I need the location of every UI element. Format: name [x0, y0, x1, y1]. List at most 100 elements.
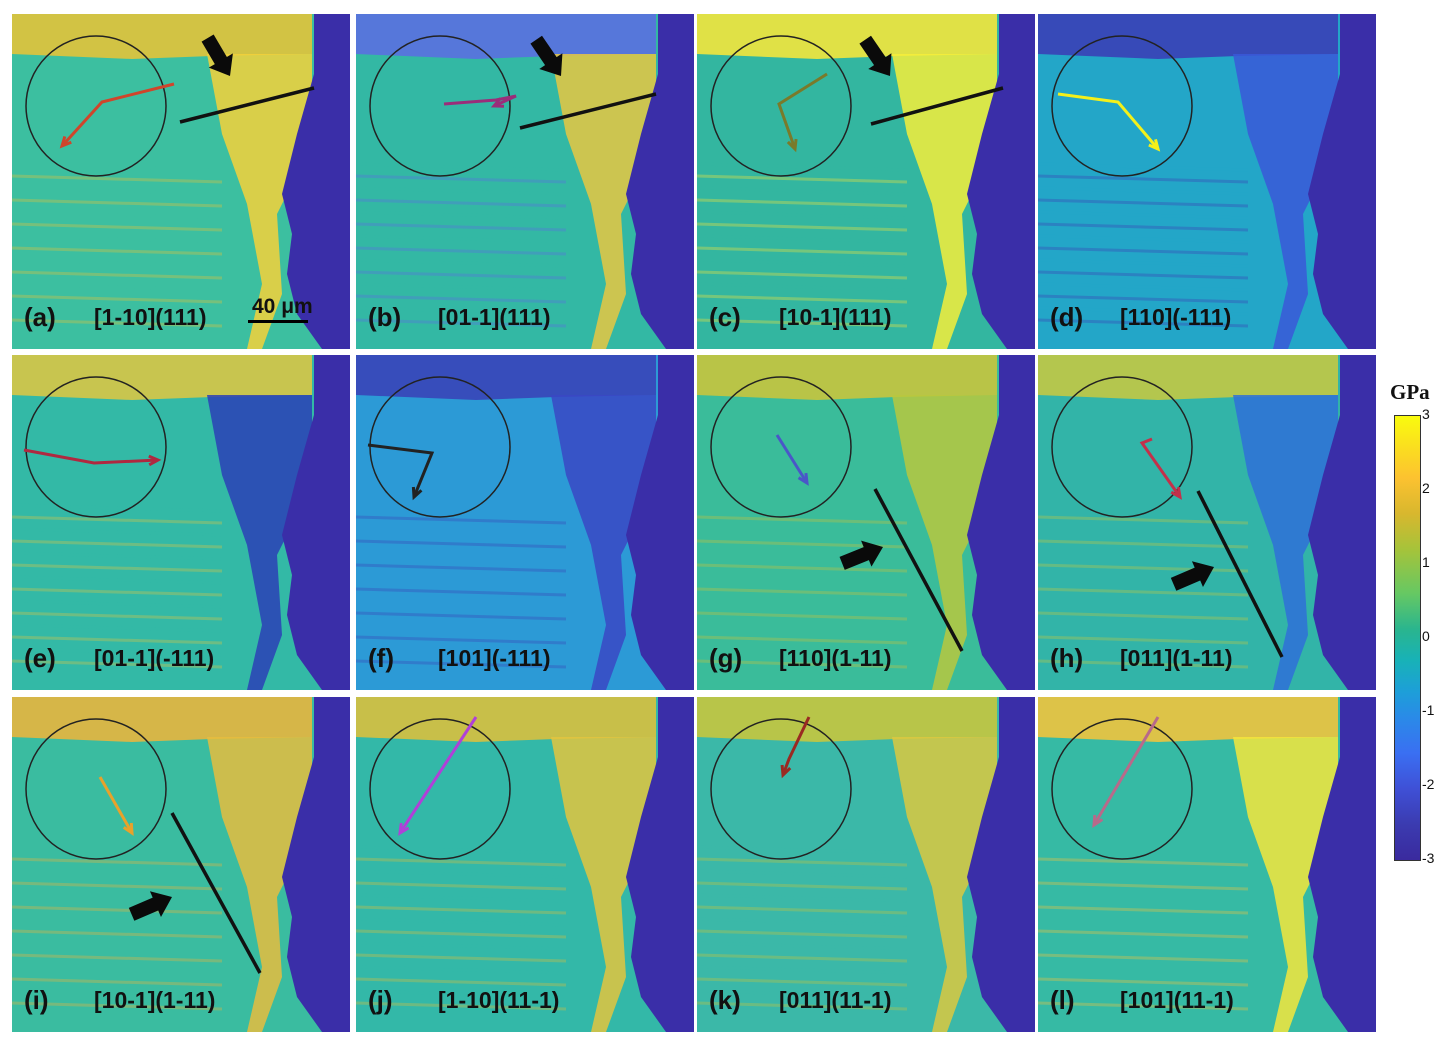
texture-stripe [1038, 246, 1249, 256]
texture-stripe [12, 282, 223, 292]
texture-stripe [356, 575, 567, 585]
slip-system-label: [110](1-11) [779, 645, 892, 671]
texture-stripe [356, 893, 567, 903]
panel-letter: (f) [368, 643, 394, 673]
substrate-region [282, 697, 350, 1032]
boundary-band [892, 54, 997, 349]
texture-stripe [12, 222, 223, 232]
texture-stripe [356, 953, 567, 963]
texture-stripe [12, 174, 223, 184]
texture-stripe [697, 222, 908, 232]
texture-stripe [12, 1001, 223, 1011]
texture-stripe [356, 306, 567, 316]
texture-stripe [697, 527, 908, 537]
analysis-circle [710, 376, 852, 518]
colorbar-tick: 1 [1422, 554, 1430, 570]
texture-stripe [12, 929, 223, 939]
texture-stripe [697, 857, 908, 867]
texture-stripe [356, 198, 567, 208]
texture-stripe [356, 246, 567, 256]
panel-letter: (e) [24, 643, 56, 673]
slip-system-label: [110](-111) [1120, 304, 1232, 330]
texture-stripe [356, 623, 567, 633]
texture-stripe [1038, 977, 1249, 987]
texture-stripe [1038, 905, 1249, 915]
texture-stripe [12, 294, 223, 304]
slip-system-label: [011](1-11) [1120, 645, 1233, 671]
texture-stripe [697, 318, 908, 328]
texture-stripe [697, 635, 908, 645]
texture-stripe [697, 162, 908, 172]
panel-letter: (h) [1050, 643, 1084, 673]
panel-letter: (a) [24, 302, 56, 332]
texture-stripe [12, 977, 223, 987]
slip-arrowhead [411, 486, 423, 501]
texture-stripe [697, 989, 908, 999]
slip-trace-line [179, 86, 315, 124]
texture-stripe [12, 989, 223, 999]
texture-stripe [697, 599, 908, 609]
texture-stripe [356, 318, 567, 328]
slip-arrowhead [59, 135, 72, 149]
upper-grain [356, 355, 656, 400]
slip-system-label: [011](11-1) [779, 987, 892, 1013]
panel-letter: (i) [24, 985, 49, 1015]
colorbar-gradient [1394, 415, 1421, 861]
texture-stripe [12, 551, 223, 561]
colorbar-tick: -3 [1422, 850, 1435, 866]
slip-arrowhead [490, 97, 505, 108]
boundary-band [207, 54, 312, 349]
colorbar: GPa 3 2 1 0 -1 -2 -3 [1384, 380, 1447, 880]
panel-letter: (g) [709, 643, 743, 673]
upper-grain [356, 14, 656, 59]
texture-stripe [1038, 965, 1249, 975]
texture-stripe [697, 893, 908, 903]
slip-direction-arrow [443, 94, 517, 108]
texture-stripe [12, 270, 223, 280]
texture-stripe [356, 977, 567, 987]
texture-stripe [356, 635, 567, 645]
boundary-band [207, 395, 312, 690]
texture-stripe [356, 1001, 567, 1011]
texture-stripe [697, 929, 908, 939]
texture-stripe [1038, 869, 1249, 879]
texture-stripe [12, 210, 223, 220]
texture-stripe [697, 845, 908, 855]
texture-stripe [356, 869, 567, 879]
slip-direction-arrow [777, 72, 828, 150]
strain-map-panel: (b) [01-1](111) [356, 14, 694, 349]
texture-stripe [1038, 953, 1249, 963]
substrate-region [1308, 14, 1376, 349]
slip-arrowhead [797, 472, 809, 486]
texture-stripe [356, 186, 567, 196]
texture-stripe [697, 647, 908, 657]
upper-grain [1038, 355, 1338, 400]
boundary-band [551, 54, 656, 349]
texture-stripe [1038, 527, 1249, 537]
strain-map [356, 355, 694, 690]
upper-grain [1038, 14, 1338, 59]
texture-stripe [697, 270, 908, 280]
texture-stripe [1038, 210, 1249, 220]
texture-stripe [697, 246, 908, 256]
slip-system-label: [10-1](111) [779, 304, 892, 330]
strain-map-panel: (k) [011](11-1) [697, 697, 1035, 1032]
texture-stripe [12, 869, 223, 879]
boundary-band [1233, 395, 1338, 690]
texture-stripe [1038, 198, 1249, 208]
colorbar-tick: 3 [1422, 406, 1430, 422]
texture-stripe [356, 599, 567, 609]
slip-arrowhead [148, 454, 162, 467]
texture-stripe [12, 941, 223, 951]
analysis-circle [25, 718, 167, 860]
slip-trace-line [870, 86, 1004, 126]
texture-stripe [1038, 186, 1249, 196]
texture-stripe [1038, 258, 1249, 268]
texture-stripe [12, 845, 223, 855]
slip-system-label: [01-1](-111) [94, 645, 215, 671]
texture-stripe [12, 881, 223, 891]
indicator-arrow [530, 35, 563, 76]
upper-grain [12, 14, 312, 59]
strain-map-panel: (d) [110](-111) [1038, 14, 1376, 349]
upper-grain [12, 697, 312, 742]
